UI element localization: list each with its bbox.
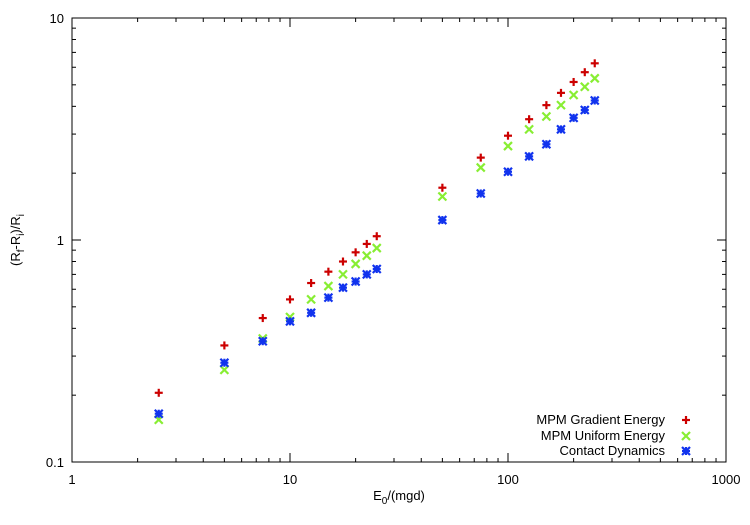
x-tick-label: 1000	[712, 472, 741, 487]
data-point	[219, 365, 230, 375]
data-point	[569, 77, 578, 86]
data-point	[475, 162, 486, 173]
data-point	[350, 259, 361, 269]
data-point	[568, 90, 579, 100]
x-tick-label: 10	[283, 472, 297, 487]
legend-label-gradient: MPM Gradient Energy	[536, 412, 665, 427]
data-point	[503, 141, 513, 151]
data-point	[372, 232, 381, 241]
y-tick-label: 10	[50, 11, 64, 26]
data-point	[556, 88, 565, 97]
data-point	[590, 59, 599, 68]
series-uniform	[153, 73, 600, 425]
data-point	[154, 388, 163, 397]
data-point	[579, 81, 590, 92]
data-point	[504, 131, 512, 140]
data-point	[438, 183, 447, 192]
data-point	[542, 101, 551, 110]
y-axis-label-p1: (R	[8, 252, 23, 266]
x-axis-label: E0/(mgd)	[373, 488, 425, 507]
data-point	[361, 269, 372, 280]
data-point	[525, 115, 534, 124]
data-point	[556, 100, 566, 110]
series-contact	[153, 95, 600, 419]
data-point	[589, 73, 600, 84]
data-point	[371, 264, 382, 274]
y-tick-label: 1	[57, 233, 64, 248]
data-point	[524, 151, 534, 162]
data-point	[503, 166, 513, 177]
data-point	[338, 269, 348, 280]
y-axis-label-s1: f	[16, 249, 27, 252]
data-point	[437, 191, 448, 202]
y-axis-label: (Rf-Ri)/Ri	[8, 214, 27, 266]
legend-marker-gradient	[682, 416, 690, 424]
data-point	[475, 188, 486, 199]
data-point	[361, 250, 372, 261]
axis-ticks	[71, 18, 726, 463]
data-point	[323, 292, 334, 303]
data-point	[568, 113, 579, 123]
data-point	[324, 267, 333, 276]
data-point	[338, 282, 348, 293]
data-point	[371, 243, 382, 253]
y-axis-label-s3: i	[16, 214, 27, 216]
x-tick-label: 100	[497, 472, 519, 487]
data-point	[220, 341, 229, 350]
legend-marker-uniform	[681, 431, 691, 441]
legend-label-uniform: MPM Uniform Energy	[541, 428, 666, 443]
data-point	[306, 294, 316, 305]
data-point	[306, 308, 316, 318]
data-point	[541, 111, 552, 122]
data-point	[580, 68, 589, 77]
data-point	[476, 153, 485, 162]
y-tick-label: 0.1	[46, 455, 64, 470]
x-tick-label: 1	[68, 472, 75, 487]
x-axis-label-main: E	[373, 488, 382, 503]
legend: MPM Gradient Energy MPM Uniform Energy C…	[536, 412, 691, 458]
data-point	[285, 316, 295, 327]
y-axis-label-s2: i	[16, 234, 27, 236]
data-point	[350, 276, 361, 287]
data-point	[524, 124, 534, 135]
x-axis-label-rest: /(mgd)	[387, 488, 425, 503]
y-axis-label-p3: )/R	[8, 216, 23, 233]
data-point	[362, 239, 371, 248]
plot-frame	[71, 17, 727, 463]
data-point	[153, 408, 164, 419]
data-point	[307, 279, 316, 288]
data-point	[437, 215, 448, 225]
data-point	[589, 95, 600, 106]
data-point	[323, 281, 334, 291]
data-point	[286, 295, 294, 304]
data-point	[219, 357, 230, 368]
data-series	[153, 59, 600, 425]
series-gradient	[154, 59, 599, 397]
x-axis-label-sub: 0	[382, 496, 388, 507]
y-axis-label-p2: -R	[8, 236, 23, 250]
data-point	[258, 314, 267, 323]
data-point	[257, 336, 268, 346]
data-point	[541, 139, 552, 150]
legend-marker-contact	[681, 446, 691, 456]
data-point	[556, 124, 566, 135]
data-point	[351, 248, 360, 257]
legend-markers	[681, 416, 691, 456]
data-point	[579, 105, 590, 115]
axis-tick-labels: 1 10 100 1000 0.1 1 10	[46, 11, 741, 487]
data-point	[338, 257, 347, 266]
legend-label-contact: Contact Dynamics	[560, 443, 666, 458]
